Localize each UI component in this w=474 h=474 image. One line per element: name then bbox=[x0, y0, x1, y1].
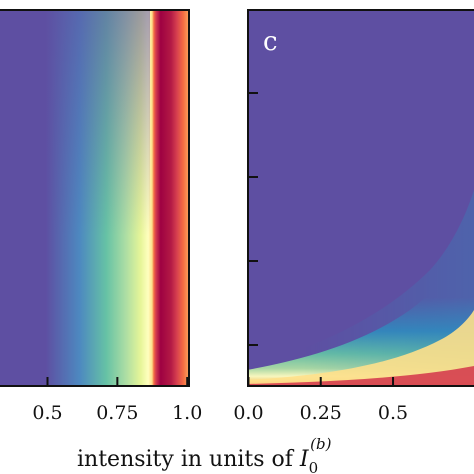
x-axis-label-prefix: intensity in units of bbox=[77, 447, 300, 472]
right-axes: 0.0 0.25 0.5 bbox=[233, 9, 474, 424]
left-heatmap-panel bbox=[0, 10, 190, 386]
right-heatmap-panel bbox=[247, 10, 474, 386]
right-x-tick-label: 0.25 bbox=[300, 402, 342, 424]
x-axis-label-subscript: 0 bbox=[309, 459, 319, 474]
right-heatmap-hot-edge bbox=[247, 366, 474, 386]
left-axes: 0.5 0.75 1.0 bbox=[0, 9, 202, 424]
left-x-tick-label: 0.5 bbox=[32, 402, 62, 424]
right-x-tick-label: 0.0 bbox=[233, 402, 263, 424]
right-heatmap-glow bbox=[247, 225, 474, 386]
right-x-tick-label: 0.5 bbox=[378, 402, 408, 424]
right-panel-letter: c bbox=[263, 27, 278, 57]
x-axis-label-superscript: (b) bbox=[310, 435, 331, 453]
right-heatmap-core bbox=[247, 310, 474, 386]
x-axis-label: intensity in units of I0 (b) bbox=[77, 435, 332, 474]
left-x-tick-label: 1.0 bbox=[172, 402, 202, 424]
right-heatmap-glow-upper bbox=[247, 190, 474, 386]
left-heatmap-fade bbox=[0, 10, 150, 386]
x-axis-label-symbol: I bbox=[299, 447, 310, 472]
left-x-tick-label: 0.75 bbox=[96, 402, 138, 424]
